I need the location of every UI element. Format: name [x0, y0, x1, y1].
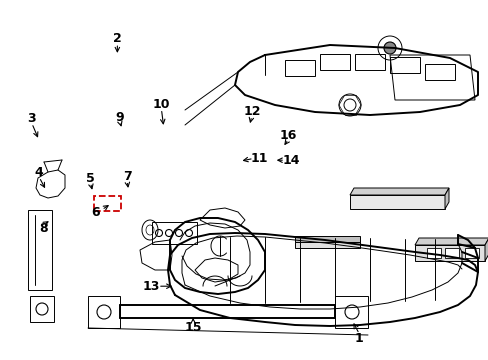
- Text: 4: 4: [35, 166, 43, 179]
- Polygon shape: [294, 242, 359, 248]
- Text: 1: 1: [354, 332, 363, 345]
- Text: 3: 3: [27, 112, 36, 125]
- Text: 5: 5: [86, 172, 95, 185]
- Polygon shape: [444, 188, 448, 209]
- Text: 14: 14: [282, 154, 299, 167]
- Text: 6: 6: [91, 206, 100, 219]
- Polygon shape: [414, 238, 488, 245]
- Text: 16: 16: [279, 129, 297, 141]
- Polygon shape: [349, 195, 444, 209]
- Text: 7: 7: [122, 170, 131, 183]
- Text: 15: 15: [184, 321, 202, 334]
- Text: 2: 2: [113, 32, 122, 45]
- Polygon shape: [426, 248, 440, 258]
- Text: 13: 13: [142, 280, 160, 293]
- Polygon shape: [294, 236, 359, 242]
- Text: 9: 9: [115, 111, 124, 123]
- Text: 8: 8: [40, 222, 48, 235]
- Polygon shape: [414, 245, 484, 261]
- Bar: [94, 196, 121, 211]
- Text: 11: 11: [250, 152, 267, 165]
- Polygon shape: [444, 248, 458, 258]
- Polygon shape: [349, 188, 448, 195]
- Circle shape: [383, 42, 395, 54]
- Text: 10: 10: [152, 98, 170, 111]
- Polygon shape: [464, 248, 478, 258]
- Text: 12: 12: [243, 105, 260, 118]
- Polygon shape: [484, 238, 488, 261]
